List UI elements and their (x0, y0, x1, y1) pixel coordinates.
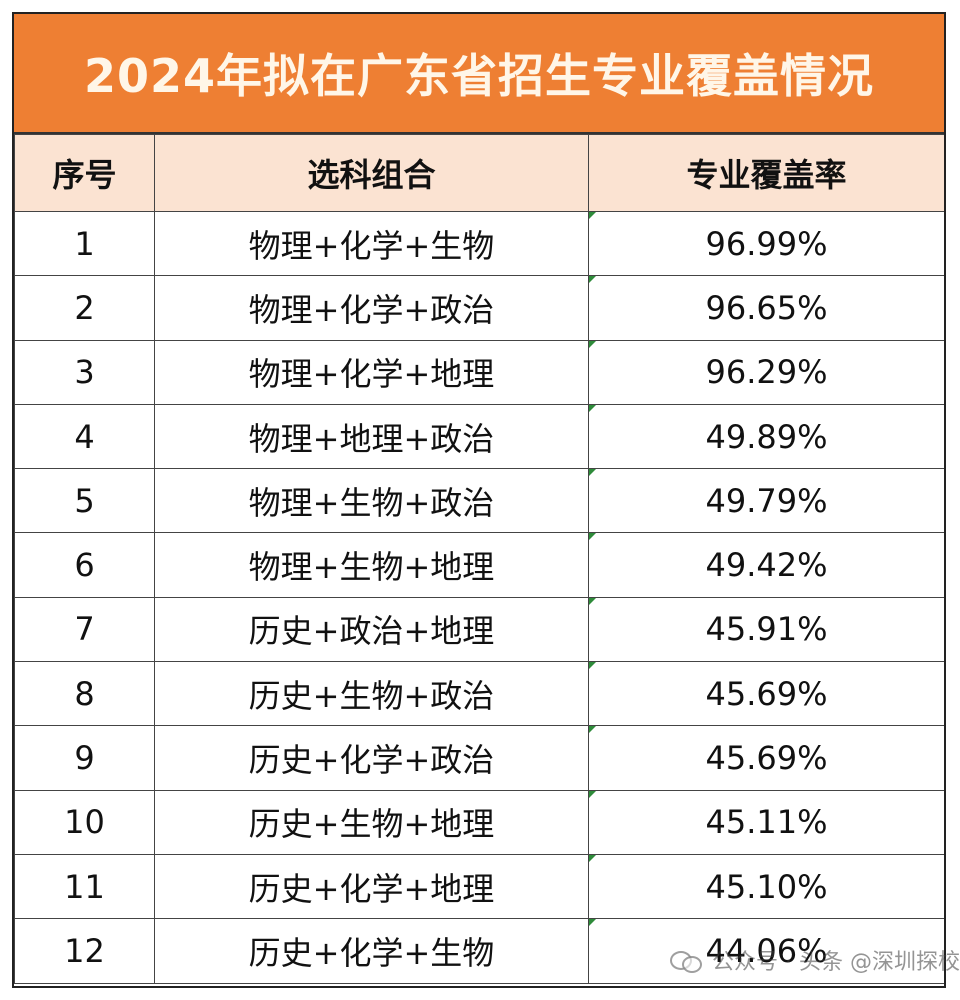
header-coverage-rate: 专业覆盖率 (588, 134, 944, 212)
row-index: 5 (14, 468, 155, 534)
row-index: 9 (14, 725, 155, 791)
table-row: 8 历史+生物+政治 45.69% (14, 661, 944, 727)
header-row: 序号 选科组合 专业覆盖率 (14, 134, 944, 212)
row-combination: 物理+化学+政治 (154, 275, 589, 341)
table-row: 11 历史+化学+地理 45.10% (14, 853, 944, 920)
row-coverage-rate: 96.65% (588, 275, 944, 341)
row-combination: 历史+政治+地理 (154, 596, 589, 663)
row-index: 8 (14, 661, 155, 727)
row-combination: 物理+地理+政治 (154, 403, 589, 470)
row-index: 2 (14, 275, 155, 341)
row-coverage-rate: 45.91% (588, 596, 944, 663)
row-combination: 物理+生物+地理 (154, 532, 589, 598)
table-row: 2 物理+化学+政治 96.65% (14, 275, 944, 341)
row-coverage-rate: 45.10% (588, 853, 944, 920)
title-banner: 2024年拟在广东省招生专业覆盖情况 (14, 14, 944, 134)
row-combination: 物理+化学+生物 (154, 210, 589, 277)
watermark: 公众号 · 头条 @深圳探校 (670, 944, 960, 976)
table-row: 3 物理+化学+地理 96.29% (14, 339, 944, 405)
table-row: 5 物理+生物+政治 49.79% (14, 468, 944, 534)
row-combination: 物理+化学+地理 (154, 339, 589, 405)
row-coverage-rate: 96.29% (588, 339, 944, 405)
row-index: 4 (14, 403, 155, 470)
row-index: 3 (14, 339, 155, 405)
row-coverage-rate: 49.79% (588, 468, 944, 534)
table-frame: 2024年拟在广东省招生专业覆盖情况 序号 选科组合 专业覆盖率 1 物理+化学… (12, 12, 946, 988)
row-index: 10 (14, 789, 155, 855)
page-title: 2024年拟在广东省招生专业覆盖情况 (83, 49, 875, 103)
row-combination: 历史+化学+地理 (154, 853, 589, 920)
row-coverage-rate: 45.11% (588, 789, 944, 855)
table-row: 12 历史+化学+生物 44.06% (14, 918, 944, 984)
row-combination: 物理+生物+政治 (154, 468, 589, 534)
row-coverage-rate: 45.69% (588, 661, 944, 727)
row-coverage-rate: 44.06% (588, 918, 944, 984)
watermark-text: 公众号 · 头条 @深圳探校 (712, 950, 960, 975)
table-row: 7 历史+政治+地理 45.91% (14, 596, 944, 663)
table-row: 9 历史+化学+政治 45.69% (14, 725, 944, 791)
row-coverage-rate: 96.99% (588, 210, 944, 277)
row-combination: 历史+化学+生物 (154, 918, 589, 984)
row-index: 11 (14, 853, 155, 920)
row-combination: 历史+生物+地理 (154, 789, 589, 855)
header-index: 序号 (14, 134, 155, 212)
table-row: 4 物理+地理+政治 49.89% (14, 403, 944, 470)
coverage-table: 序号 选科组合 专业覆盖率 1 物理+化学+生物 96.99% 2 物理+化学+… (14, 134, 944, 984)
row-index: 1 (14, 210, 155, 277)
header-combination: 选科组合 (154, 134, 589, 212)
wechat-icon (670, 947, 704, 973)
row-index: 6 (14, 532, 155, 598)
row-index: 7 (14, 596, 155, 663)
row-coverage-rate: 45.69% (588, 725, 944, 791)
row-coverage-rate: 49.89% (588, 403, 944, 470)
row-combination: 历史+生物+政治 (154, 661, 589, 727)
table-row: 10 历史+生物+地理 45.11% (14, 789, 944, 855)
row-combination: 历史+化学+政治 (154, 725, 589, 791)
table-row: 1 物理+化学+生物 96.99% (14, 210, 944, 277)
row-index: 12 (14, 918, 155, 984)
table-row: 6 物理+生物+地理 49.42% (14, 532, 944, 598)
row-coverage-rate: 49.42% (588, 532, 944, 598)
